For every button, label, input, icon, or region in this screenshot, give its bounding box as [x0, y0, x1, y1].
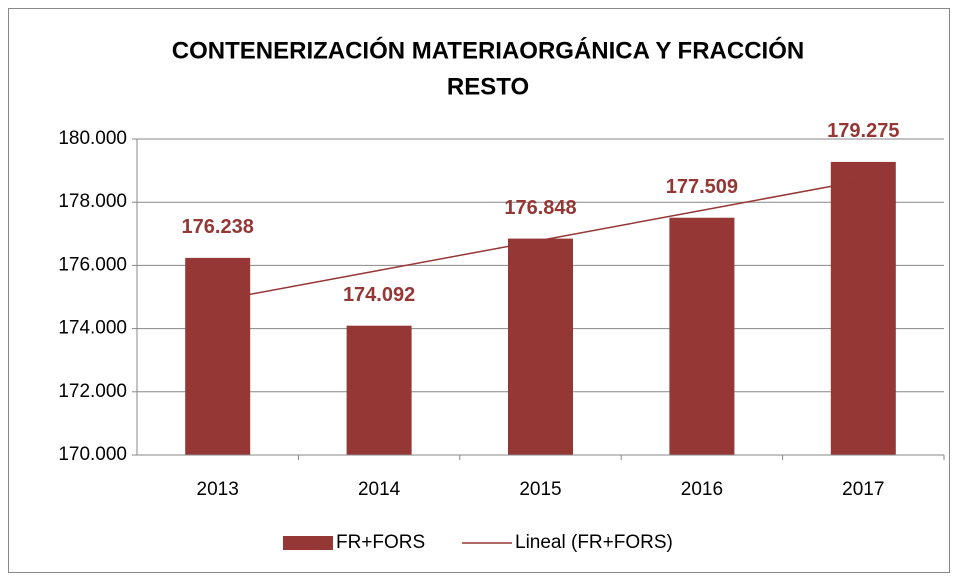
y-tick-label: 170.000	[58, 444, 127, 465]
bar	[669, 217, 735, 455]
value-label: 179.275	[827, 120, 899, 142]
value-label: 177.509	[666, 176, 738, 198]
value-label: 176.848	[504, 197, 576, 219]
x-tick-label: 2013	[197, 479, 239, 500]
bar	[508, 238, 573, 455]
y-tick-label: 174.000	[58, 318, 127, 339]
bar	[185, 257, 251, 455]
trend-line	[217, 179, 864, 302]
legend-label: Lineal (FR+FORS)	[515, 532, 673, 553]
bar	[830, 161, 896, 455]
legend-label: FR+FORS	[336, 532, 425, 553]
y-tick-label: 180.000	[58, 128, 127, 149]
x-tick-label: 2014	[358, 479, 401, 500]
chart-title: CONTENERIZACIÓN MATERIAORGÁNICA Y FRACCI…	[172, 36, 804, 64]
chart-border	[8, 8, 950, 573]
x-tick-label: 2015	[519, 479, 561, 500]
y-tick-label: 176.000	[58, 254, 127, 275]
bar	[346, 325, 412, 455]
x-tick-label: 2017	[842, 479, 884, 500]
y-tick-label: 172.000	[58, 381, 127, 402]
chart-title: RESTO	[447, 73, 529, 100]
y-tick-label: 178.000	[58, 191, 127, 212]
legend-swatch	[283, 536, 333, 550]
value-label: 176.238	[182, 216, 254, 238]
x-tick-label: 2016	[681, 479, 723, 500]
value-label: 174.092	[343, 284, 415, 306]
